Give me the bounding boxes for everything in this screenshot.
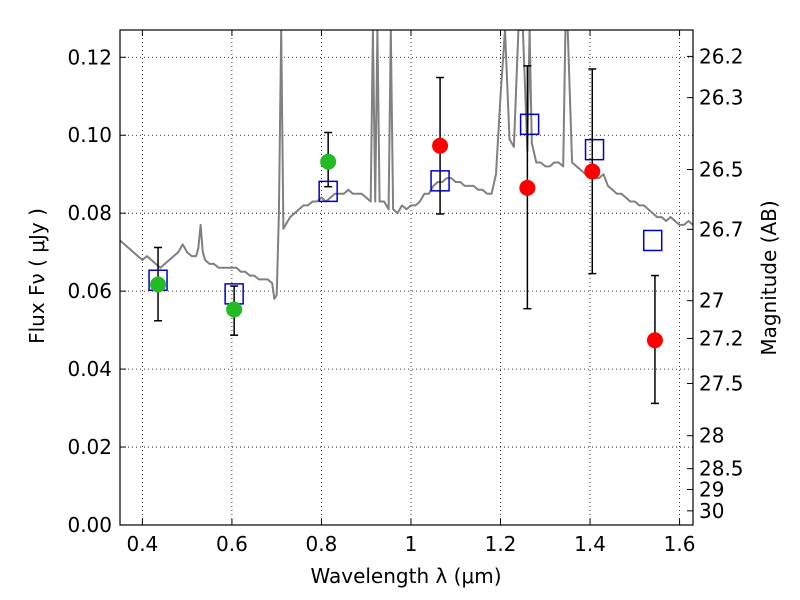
x-tick-label: 1.6 [664, 532, 696, 556]
magnitude-tick-label: 30 [699, 499, 724, 523]
observed-point [226, 301, 243, 318]
magnitude-tick-label: 26.5 [699, 158, 744, 182]
grid [120, 30, 693, 525]
magnitude-tick-label: 27.5 [699, 371, 744, 395]
x-tick-label: 0.4 [126, 532, 158, 556]
ticks-layer: 0.4 0.6 0.8 1 1.2 1.4 1.6 0.00 0.02 0.04 0.06 0.08 0… [67, 30, 744, 556]
spectrum-layer [120, 30, 693, 300]
magnitude-tick-label: 28 [699, 424, 724, 448]
points-layer [148, 65, 663, 405]
observed-point [320, 153, 337, 170]
observed-point [646, 332, 663, 349]
x-tick-label: 0.8 [306, 532, 338, 556]
magnitude-axis-label: Magnitude (AB) [757, 200, 781, 355]
y-tick-label: 0.08 [67, 201, 112, 225]
magnitude-tick-label: 29 [699, 477, 724, 501]
magnitude-tick-label: 28.5 [699, 457, 744, 481]
x-tick-label: 0.6 [216, 532, 248, 556]
model-point-square [642, 229, 663, 252]
observed-point [432, 137, 449, 154]
y-tick-label: 0.06 [67, 279, 112, 303]
x-axis-label: Wavelength λ (μm) [310, 564, 501, 588]
magnitude-tick-label: 26.7 [699, 217, 744, 241]
y-tick-label: 0.00 [67, 513, 112, 537]
y-axis-label: Flux Fν ( μJy ) [25, 208, 49, 344]
model-point-square [519, 113, 540, 136]
magnitude-tick-label: 27 [699, 289, 724, 313]
model-point-square [584, 138, 605, 161]
x-tick-label: 1.4 [574, 532, 606, 556]
magnitude-tick-label: 27.2 [699, 326, 744, 350]
y-tick-label: 0.02 [67, 435, 112, 459]
spectrum-line [120, 30, 693, 300]
observed-point [150, 276, 167, 293]
observed-point [519, 179, 536, 196]
magnitude-tick-label: 26.3 [699, 86, 744, 110]
y-tick-label: 0.12 [67, 45, 112, 69]
magnitude-tick-label: 26.2 [699, 44, 744, 68]
x-tick-label: 1 [405, 532, 418, 556]
y-tick-label: 0.10 [67, 123, 112, 147]
observed-point [584, 163, 601, 180]
x-tick-label: 1.2 [485, 532, 517, 556]
y-tick-label: 0.04 [67, 357, 112, 381]
plot-frame [119, 29, 694, 526]
